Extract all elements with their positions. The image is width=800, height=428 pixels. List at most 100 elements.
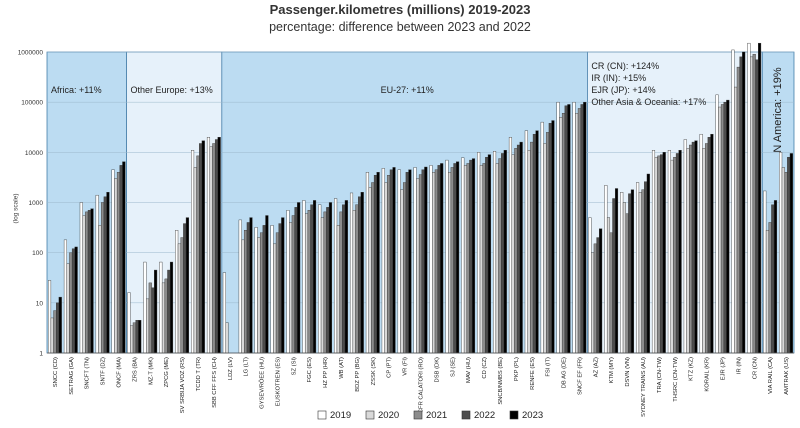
bar-23-2023 bbox=[424, 166, 428, 354]
region-label-0: Africa: +11% bbox=[51, 85, 102, 95]
bar-39-2019 bbox=[667, 150, 671, 354]
bar-3-2022 bbox=[103, 196, 107, 354]
legend-label-2023: 2023 bbox=[522, 410, 543, 421]
bar-18-2019 bbox=[334, 198, 338, 354]
bar-26-2019 bbox=[461, 157, 465, 354]
bar-46-2021 bbox=[784, 172, 788, 354]
bar-23-2019 bbox=[413, 167, 417, 354]
bar-43-2020 bbox=[734, 86, 738, 354]
bar-27-2020 bbox=[479, 165, 483, 354]
bar-24-2021 bbox=[434, 169, 438, 354]
x-tick-label-44: CR (CN) bbox=[752, 357, 758, 379]
x-tick-label-0: SNCC (CD) bbox=[53, 357, 59, 387]
bar-12-2020 bbox=[241, 239, 245, 354]
bar-17-2020 bbox=[320, 217, 324, 354]
bar-33-2019 bbox=[572, 101, 576, 354]
bar-7-2023 bbox=[169, 261, 174, 354]
bar-13-2023 bbox=[265, 215, 269, 354]
bar-43-2019 bbox=[731, 49, 735, 354]
bar-16-2019 bbox=[302, 200, 306, 354]
bar-10-2021 bbox=[212, 143, 216, 354]
x-tick-label-37: SYDNEY TRAINS (AU) bbox=[641, 357, 647, 417]
bar-22-2021 bbox=[403, 182, 407, 354]
bar-18-2022 bbox=[342, 204, 346, 354]
bar-9-2022 bbox=[199, 143, 203, 354]
bar-12-2019 bbox=[238, 219, 242, 354]
bar-39-2023 bbox=[678, 150, 682, 354]
bar-31-2019 bbox=[540, 121, 544, 354]
x-tick-label-4: ONCF (MA) bbox=[117, 357, 123, 388]
x-tick-label-1: SETRAG (GA) bbox=[69, 357, 75, 395]
bar-18-2021 bbox=[339, 211, 343, 354]
bar-16-2022 bbox=[310, 204, 314, 354]
bar-20-2023 bbox=[376, 172, 380, 354]
bar-36-2019 bbox=[620, 192, 624, 354]
bar-22-2019 bbox=[397, 169, 401, 354]
bar-5-2020 bbox=[130, 325, 134, 354]
bar-31-2022 bbox=[548, 123, 552, 354]
bar-14-2020 bbox=[273, 243, 277, 354]
bar-1-2019 bbox=[63, 239, 67, 354]
bar-4-2022 bbox=[119, 165, 123, 354]
bar-40-2020 bbox=[686, 148, 690, 354]
bar-18-2020 bbox=[336, 225, 340, 354]
x-tick-label-42: EJR (JP) bbox=[720, 357, 726, 380]
bar-44-2020 bbox=[749, 56, 754, 354]
bar-15-2020 bbox=[289, 222, 293, 354]
bar-41-2023 bbox=[710, 133, 714, 354]
bar-12-2022 bbox=[246, 222, 250, 354]
x-tick-label-27: CD (CZ) bbox=[482, 357, 488, 379]
bar-29-2022 bbox=[516, 144, 521, 354]
bar-31-2021 bbox=[546, 132, 550, 354]
bar-2-2019 bbox=[79, 202, 83, 354]
bar-37-2019 bbox=[636, 182, 640, 354]
bar-42-2019 bbox=[715, 94, 719, 354]
bar-39-2022 bbox=[675, 153, 679, 354]
bar-12-2021 bbox=[244, 230, 248, 354]
bar-28-2020 bbox=[495, 163, 499, 354]
bar-35-2021 bbox=[609, 232, 613, 354]
bar-16-2020 bbox=[304, 213, 309, 354]
bar-45-2022 bbox=[771, 204, 775, 354]
bar-39-2020 bbox=[670, 159, 674, 354]
x-tick-label-26: MAV (HU) bbox=[466, 357, 472, 383]
x-tick-label-34: AZ (AZ) bbox=[593, 357, 599, 377]
bar-30-2023 bbox=[535, 130, 539, 354]
bar-27-2023 bbox=[487, 154, 491, 354]
region-labels: Africa: +11% Other Europe: +13% EU-27: +11… bbox=[51, 61, 784, 153]
bar-15-2022 bbox=[294, 207, 298, 354]
bar-38-2023 bbox=[662, 152, 666, 354]
bar-14-2021 bbox=[275, 232, 279, 354]
bar-14-2019 bbox=[270, 225, 274, 354]
x-tick-label-32: DB AG (DE) bbox=[562, 357, 568, 388]
bar-33-2021 bbox=[577, 108, 581, 354]
bar-20-2022 bbox=[373, 175, 377, 354]
bar-13-2019 bbox=[254, 227, 258, 354]
bar-32-2023 bbox=[567, 104, 571, 354]
x-tick-label-28: SNCB/NMBS (BE) bbox=[498, 357, 504, 405]
bar-5-2023 bbox=[138, 320, 142, 354]
bar-4-2021 bbox=[116, 172, 121, 354]
bar-45-2023 bbox=[773, 200, 778, 354]
bar-38-2020 bbox=[654, 156, 658, 354]
bar-38-2022 bbox=[659, 154, 664, 354]
bar-7-2019 bbox=[159, 261, 163, 354]
bar-6-2019 bbox=[143, 261, 147, 354]
x-tick-label-19: BDZ PP (BG) bbox=[355, 357, 361, 392]
legend-label-2019: 2019 bbox=[330, 410, 351, 421]
bar-13-2020 bbox=[257, 237, 261, 354]
x-tick-label-46: AMTRAK (US) bbox=[784, 357, 790, 395]
bar-27-2019 bbox=[477, 152, 481, 354]
x-tick-label-25: SJ (SE) bbox=[450, 357, 456, 377]
legend-swatch-2023 bbox=[509, 410, 519, 420]
bar-36-2023 bbox=[630, 189, 634, 354]
bar-34-2020 bbox=[591, 252, 595, 354]
bar-3-2021 bbox=[101, 202, 105, 354]
bar-4-2019 bbox=[111, 169, 115, 354]
bar-10-2019 bbox=[206, 137, 211, 354]
x-tick-label-29: PKP (PL) bbox=[514, 357, 520, 381]
bar-40-2019 bbox=[683, 139, 687, 354]
bar-2-2023 bbox=[90, 208, 94, 354]
bar-33-2020 bbox=[575, 113, 579, 354]
